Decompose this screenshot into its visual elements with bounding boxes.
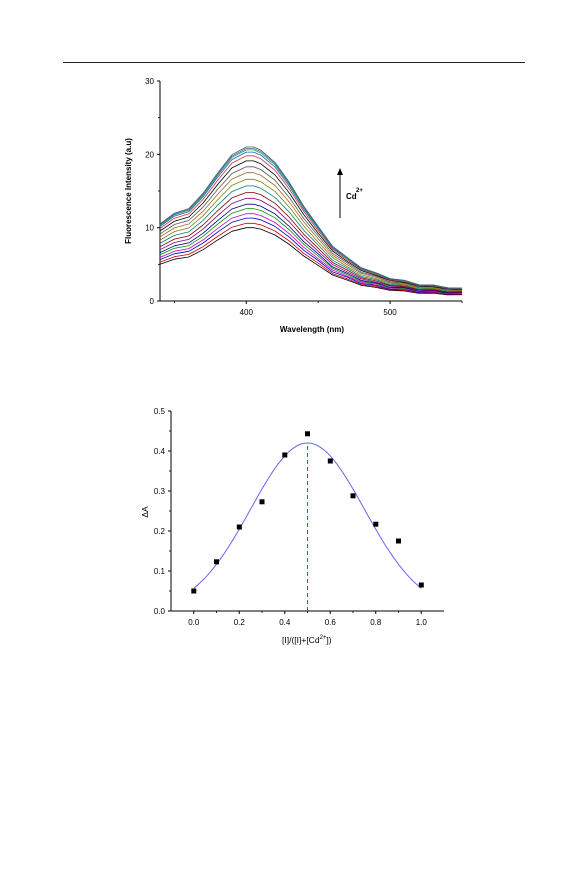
job-plot-data-point	[282, 452, 288, 458]
job-plot-x-tick-label: 0.8	[370, 618, 382, 627]
fluorescence-x-tick-label: 500	[383, 308, 397, 317]
fluorescence-series-14	[159, 155, 463, 290]
fluorescence-x-tick-label: 400	[240, 308, 254, 317]
job-plot-data-point	[236, 524, 242, 530]
job-plot-y-tick-label: 0.5	[154, 407, 166, 416]
cd-annotation-sup: 2+	[356, 188, 363, 194]
job-plot-y-tick-label: 0.2	[154, 527, 166, 536]
job-plot-data-point	[418, 582, 424, 588]
fluorescence-series-7	[159, 197, 463, 293]
job-plot-data-point	[191, 588, 197, 594]
job-plot-x-axis-title-end: ])	[326, 635, 331, 645]
job-plot-data-point	[305, 431, 310, 437]
job-plot-y-tick-label: 0.0	[154, 607, 166, 616]
fluorescence-series-5	[159, 208, 463, 294]
job-plot-y-tick-label: 0.1	[154, 567, 166, 576]
header-rule	[63, 62, 525, 63]
job-plot-data-point	[396, 538, 401, 544]
fluorescence-curves	[159, 146, 463, 296]
job-plot-chart: 0.00.10.20.30.40.50.0 0.2 0.4 0.6 0.8 1.0 ΔA …	[140, 407, 444, 645]
fluorescence-y-tick-label: 0	[150, 297, 155, 306]
job-plot-x-axis-title: [I]/([I]+[Cd2+])	[282, 635, 332, 645]
cd-annotation-label: Cd	[346, 192, 357, 201]
job-plot-x-axis-title-main: [I]/([I]+[Cd	[282, 635, 320, 645]
fluorescence-series-8	[159, 192, 463, 293]
fluorescence-series-15	[159, 151, 463, 289]
job-plot-marks	[191, 431, 424, 611]
fluorescence-y-axis-title: Fluorescence Intensity (a.u)	[124, 138, 133, 244]
fluorescence-series-18	[159, 146, 463, 289]
fluorescence-x-axis-title: Wavelength (nm)	[280, 325, 344, 334]
fluorescence-series-13	[159, 160, 463, 290]
job-plot-axes: 0.0 0.1 0.2 0.3 0.4 0.5 0.0 0.2 0.4 0.6 0.8 1.0	[154, 407, 444, 627]
fluorescence-series-4	[159, 213, 462, 294]
job-plot-x-tick-label: 0.6	[325, 618, 337, 627]
fluorescence-chart: 0 10 20 30 400 500 Cd 2+ Wavelength (nm) Fluo…	[124, 77, 463, 334]
job-plot-data-point	[373, 521, 379, 527]
fluorescence-y-tick-label: 10	[145, 224, 154, 233]
fluorescence-series-6	[159, 203, 463, 294]
fluorescence-series-1	[159, 227, 463, 296]
cd-arrow-head	[337, 168, 343, 175]
job-plot-x-tick-label: 1.0	[416, 618, 428, 627]
job-plot-y-tick-label: 0.4	[154, 447, 166, 456]
job-plot-data-point	[327, 458, 333, 464]
job-plot-y-tick-label: 0.3	[154, 487, 166, 496]
job-plot-data-point	[214, 559, 219, 565]
job-plot-data-point	[259, 499, 265, 505]
fluorescence-series-3	[159, 217, 463, 295]
job-plot-fit-curve	[193, 442, 422, 589]
cd-annotation: Cd 2+	[337, 168, 363, 218]
fluorescence-series-2	[159, 222, 463, 295]
fluorescence-y-tick-label: 30	[145, 77, 154, 86]
fluorescence-series-10	[159, 178, 463, 292]
job-plot-x-tick-label: 0.4	[279, 618, 291, 627]
job-plot-x-tick-label: 0.0	[188, 618, 200, 627]
fluorescence-y-tick-label: 20	[145, 150, 154, 159]
fluorescence-series-11	[159, 172, 463, 291]
job-plot-y-axis-title: ΔA	[140, 506, 150, 518]
fluorescence-series-9	[159, 185, 463, 292]
job-plot-x-axis-title-sup: 2+	[320, 635, 327, 641]
fluorescence-axes: 0 10 20 30 400 500	[145, 77, 463, 317]
fluorescence-series-12	[159, 166, 462, 290]
job-plot-x-tick-label: 0.2	[234, 618, 246, 627]
job-plot-data-point	[350, 493, 356, 499]
